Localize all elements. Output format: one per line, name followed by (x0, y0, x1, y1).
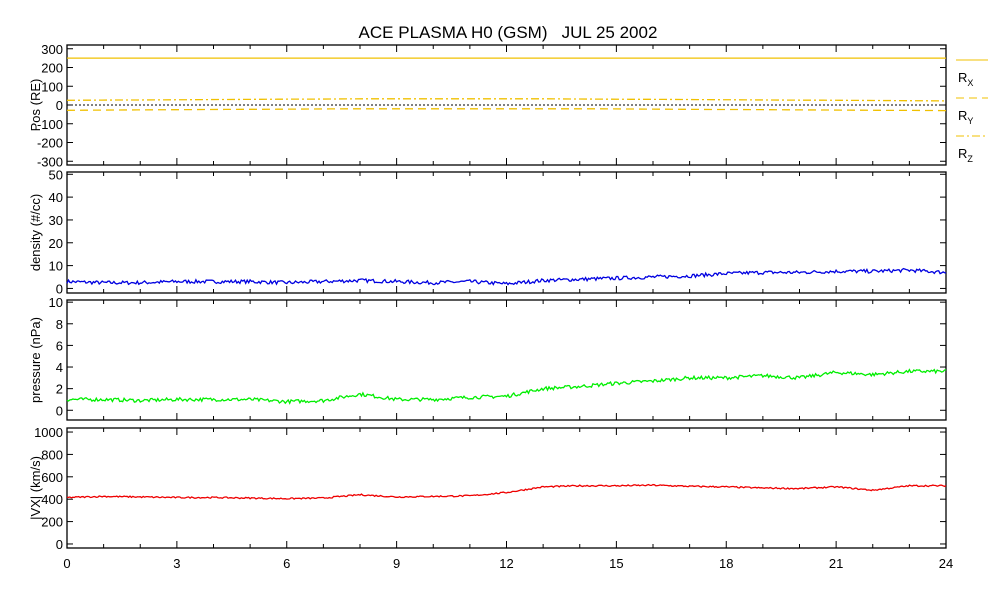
y-tick-label: 40 (49, 190, 63, 205)
y-tick-label: 30 (49, 213, 63, 228)
y-tick-label: 50 (49, 167, 63, 182)
x-tick-label: 3 (173, 556, 180, 571)
x-tick-label: 15 (609, 556, 623, 571)
y-axis-label: |VX| (km/s) (28, 456, 43, 520)
x-tick-label: 6 (283, 556, 290, 571)
legend-label-ry: RY (958, 108, 973, 126)
panel-vx: 1000 800 600 400 200 0 |VX| (km/s) 0 3 6 9 12 15 18 21… (28, 425, 953, 571)
y-tick-label: 400 (41, 492, 63, 507)
y-tick-label: -100 (37, 117, 63, 132)
panel-pos: 300 200 100 0 -100 -200 -300 Pos (RE) (28, 42, 947, 169)
series-vx (66, 483, 947, 500)
y-axis-label: density (#/cc) (28, 194, 43, 271)
chart-title: ACE PLASMA H0 (GSM) JUL 25 2002 (359, 23, 658, 42)
y-axis-label: pressure (nPa) (28, 317, 43, 403)
y-tick-label: 100 (41, 79, 63, 94)
panel-frame (66, 427, 947, 549)
y-tick-label: 4 (56, 360, 63, 375)
x-tick-label: 0 (63, 556, 70, 571)
panel-frame (66, 171, 947, 294)
panel-pressure: 10 8 6 4 2 0 pressure (nPa) (28, 295, 947, 421)
y-axis-label: Pos (RE) (28, 79, 43, 132)
y-tick-label: 0 (56, 537, 63, 552)
y-tick-label: 1000 (34, 425, 63, 440)
y-tick-label: -200 (37, 136, 63, 151)
y-tick-label: 200 (41, 61, 63, 76)
panel-density: 50 40 30 20 10 0 density (#/cc) (28, 167, 947, 296)
y-tick-label: 600 (41, 470, 63, 485)
x-tick-label: 18 (719, 556, 733, 571)
panel-frame (66, 44, 947, 166)
y-tick-label: 6 (56, 338, 63, 353)
y-tick-label: 8 (56, 317, 63, 332)
y-tick-label: -300 (37, 154, 63, 169)
series-ry (66, 108, 947, 112)
legend-label-rx: RX (958, 70, 973, 88)
y-tick-label: 10 (49, 259, 63, 274)
y-tick-label: 0 (56, 98, 63, 113)
x-tick-label: 24 (939, 556, 953, 571)
y-tick-label: 20 (49, 236, 63, 251)
legend: RX RY RZ (956, 59, 988, 164)
y-tick-label: 800 (41, 447, 63, 462)
x-tick-label: 9 (393, 556, 400, 571)
y-tick-label: 300 (41, 42, 63, 57)
x-tick-label: 21 (829, 556, 843, 571)
y-tick-label: 0 (56, 403, 63, 418)
panel-frame (66, 299, 947, 421)
y-tick-label: 200 (41, 515, 63, 530)
y-tick-label: 2 (56, 382, 63, 397)
x-tick-label: 12 (499, 556, 513, 571)
y-tick-label: 10 (49, 295, 63, 310)
series-rz (66, 98, 947, 102)
series-density (66, 267, 947, 286)
series-pressure (66, 368, 947, 405)
legend-label-rz: RZ (958, 146, 973, 164)
y-tick-label: 0 (56, 281, 63, 296)
